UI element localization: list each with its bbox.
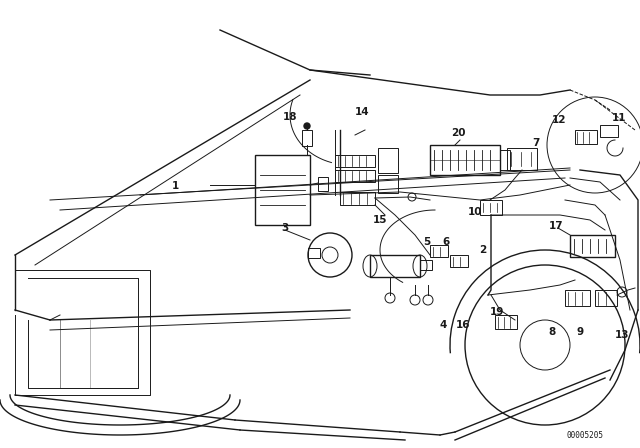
Bar <box>450 255 468 267</box>
Text: 11: 11 <box>612 113 627 123</box>
Bar <box>430 245 448 257</box>
Text: 19: 19 <box>490 307 504 317</box>
Text: 8: 8 <box>548 327 556 337</box>
Bar <box>255 155 310 225</box>
Bar <box>420 260 432 270</box>
Bar <box>308 248 320 258</box>
Bar <box>480 200 502 215</box>
Bar <box>507 148 537 170</box>
Text: 10: 10 <box>468 207 483 217</box>
Bar <box>570 235 615 257</box>
Bar <box>595 290 617 306</box>
Text: 16: 16 <box>456 320 470 330</box>
Bar <box>335 170 375 182</box>
Text: 6: 6 <box>442 237 450 247</box>
Bar <box>318 177 328 191</box>
Bar <box>600 125 618 137</box>
Bar <box>378 148 398 173</box>
Bar <box>302 130 312 146</box>
Text: 15: 15 <box>372 215 387 225</box>
Text: 7: 7 <box>532 138 540 148</box>
Bar <box>495 315 517 329</box>
Circle shape <box>304 123 310 129</box>
Text: 3: 3 <box>282 223 289 233</box>
Bar <box>335 155 375 167</box>
Bar <box>575 130 597 144</box>
Text: 00005205: 00005205 <box>566 431 604 439</box>
Text: 9: 9 <box>577 327 584 337</box>
Bar <box>340 192 375 205</box>
Bar <box>565 290 590 306</box>
Text: 20: 20 <box>451 128 465 138</box>
Text: 2: 2 <box>479 245 486 255</box>
Text: 12: 12 <box>552 115 566 125</box>
Text: 4: 4 <box>439 320 447 330</box>
Bar <box>500 150 510 170</box>
Text: 18: 18 <box>283 112 297 122</box>
Text: 5: 5 <box>424 237 431 247</box>
Text: 1: 1 <box>172 181 179 191</box>
Bar <box>370 255 420 277</box>
Text: 14: 14 <box>355 107 369 117</box>
Bar <box>378 175 398 193</box>
Bar <box>430 145 500 175</box>
Text: 17: 17 <box>548 221 563 231</box>
Text: 13: 13 <box>615 330 629 340</box>
